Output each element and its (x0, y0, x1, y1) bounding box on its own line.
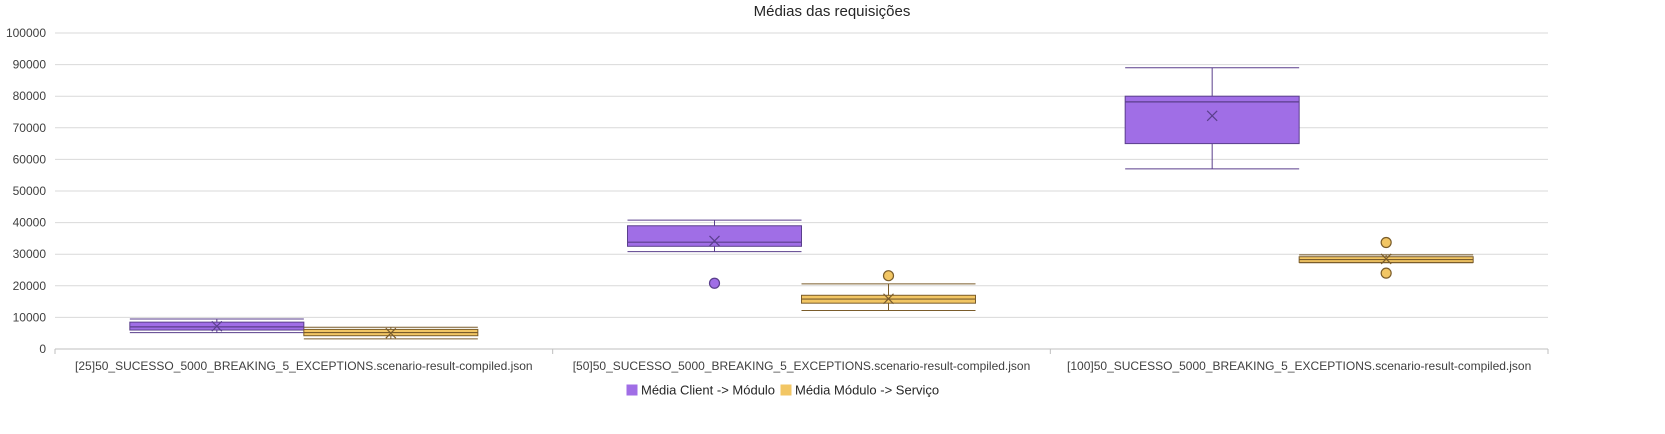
box-modulo-servico (801, 270, 976, 311)
box-client-modulo (129, 318, 305, 334)
outlier-point (882, 270, 895, 282)
box-iqr (627, 225, 802, 247)
y-tick-label: 20000 (13, 279, 47, 293)
y-tick-label: 100000 (6, 26, 46, 40)
plot-area (129, 67, 1474, 340)
mean-marker (1206, 110, 1218, 122)
y-tick-label: 90000 (13, 58, 47, 72)
box-iqr (1124, 95, 1300, 145)
box-client-modulo (627, 219, 802, 289)
box-modulo-servico (303, 326, 479, 340)
mean-marker (211, 320, 223, 332)
outlier-point (1380, 267, 1392, 279)
y-tick-label: 0 (39, 342, 46, 356)
y-axis: 0 10000 20000 30000 40000 50000 60000 70000 8000… (6, 26, 46, 356)
x-category-label: [50]50_SUCESSO_5000_BREAKING_5_EXCEPTION… (573, 359, 1031, 373)
legend: Média Client -> Módulo Média Módulo -> Se… (626, 383, 939, 398)
legend-swatch (626, 384, 638, 396)
box-modulo-servico (1298, 236, 1474, 279)
y-tick-label: 80000 (13, 89, 47, 103)
mean-marker (709, 235, 720, 247)
outlier-point (708, 277, 721, 289)
legend-swatch (780, 384, 792, 396)
y-tick-label: 40000 (13, 216, 47, 230)
box-client-modulo (1124, 67, 1300, 170)
y-tick-label: 50000 (13, 184, 47, 198)
x-axis: [25]50_SUCESSO_5000_BREAKING_5_EXCEPTION… (75, 359, 1531, 373)
y-tick-label: 10000 (13, 310, 47, 324)
legend-label: Média Client -> Módulo (641, 383, 775, 398)
x-category-label: [100]50_SUCESSO_5000_BREAKING_5_EXCEPTIO… (1067, 359, 1531, 373)
y-tick-label: 30000 (13, 247, 47, 261)
y-tick-label: 60000 (13, 152, 47, 166)
grid (54, 32, 1549, 354)
x-category-label: [25]50_SUCESSO_5000_BREAKING_5_EXCEPTION… (75, 359, 533, 373)
y-tick-label: 70000 (13, 121, 47, 135)
mean-marker (385, 327, 397, 339)
outlier-point (1380, 236, 1392, 249)
mean-marker (883, 293, 894, 305)
chart-title: Médias das requisições (754, 3, 911, 20)
mean-marker (1380, 253, 1392, 265)
legend-label: Média Módulo -> Serviço (795, 383, 939, 398)
